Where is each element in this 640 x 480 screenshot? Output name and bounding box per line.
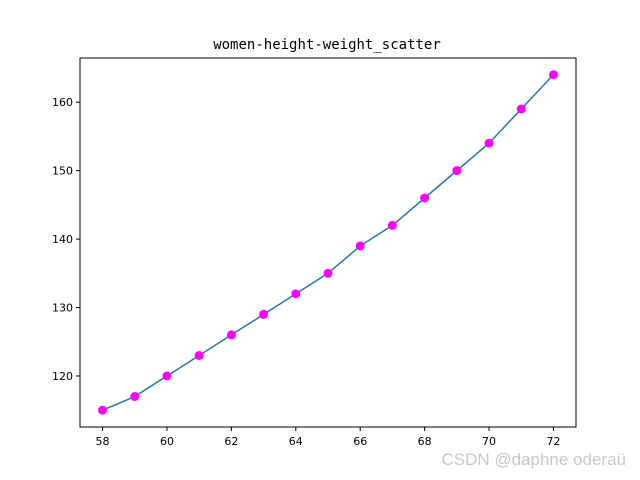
x-tick-label: 70: [482, 435, 496, 448]
y-axis: 120 130 140 150 160: [52, 96, 80, 383]
y-tick-label: 120: [52, 370, 73, 383]
series-points-group: [98, 70, 558, 415]
x-tick-label: 64: [289, 435, 303, 448]
data-point: [484, 138, 494, 148]
y-tick-label: 150: [52, 165, 73, 178]
y-tick-label: 140: [52, 233, 73, 246]
data-point: [355, 241, 365, 251]
data-point: [194, 350, 204, 360]
data-point: [516, 104, 526, 114]
data-point: [420, 193, 430, 203]
y-tick-label: 160: [52, 96, 73, 109]
x-tick-label: 60: [160, 435, 174, 448]
data-point: [130, 392, 140, 402]
x-tick-label: 72: [546, 435, 560, 448]
data-point: [98, 405, 108, 415]
x-tick-label: 66: [353, 435, 367, 448]
x-tick-label: 58: [96, 435, 110, 448]
y-tick-label: 130: [52, 302, 73, 315]
watermark: CSDN @daphne oderaü: [441, 450, 626, 469]
data-point: [452, 166, 462, 176]
data-point: [291, 289, 301, 299]
x-tick-label: 68: [418, 435, 432, 448]
data-point: [162, 371, 172, 381]
data-point: [226, 330, 236, 340]
plot-area: [79, 57, 577, 428]
x-tick-label: 62: [224, 435, 238, 448]
x-axis: 58 60 62 64 66 68 70 72: [96, 427, 560, 448]
data-point: [548, 70, 558, 80]
data-point: [387, 220, 397, 230]
data-point: [259, 309, 269, 319]
data-point: [323, 268, 333, 278]
chart-title: women-height-weight_scatter: [213, 37, 441, 53]
